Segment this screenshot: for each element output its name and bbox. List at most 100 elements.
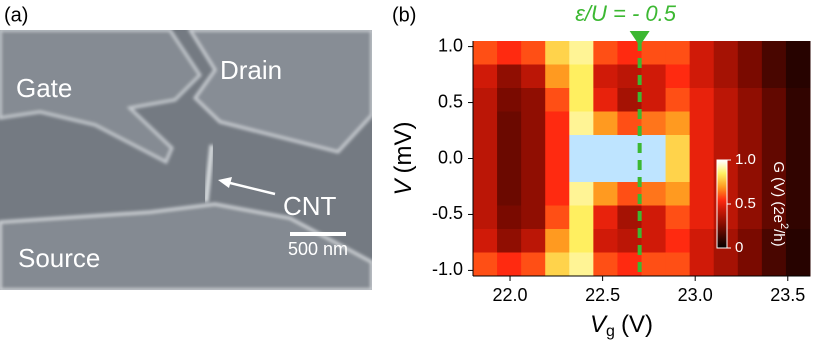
colorbar-step	[717, 236, 727, 239]
heatmap-cell	[521, 111, 546, 136]
heatmap-cell	[593, 158, 618, 183]
heatmap-cell	[737, 205, 763, 230]
heatmap-cell	[521, 64, 546, 89]
heatmap-cell	[569, 158, 594, 183]
heatmap-cell	[473, 111, 498, 136]
label-gate: Gate	[16, 73, 72, 103]
heatmap-cell	[761, 182, 787, 206]
colorbar-step	[717, 244, 727, 247]
colorbar-step	[717, 198, 727, 201]
colorbar-label-text: /h)	[770, 229, 787, 247]
heatmap-cell	[713, 135, 739, 159]
colorbar-step	[717, 210, 727, 213]
heatmap-cell	[497, 252, 522, 277]
heatmap-cell	[569, 182, 594, 206]
heatmap-cell	[569, 205, 594, 230]
colorbar-step	[717, 228, 727, 231]
heatmap-cell	[665, 135, 691, 159]
x-tick-label: 22.5	[585, 285, 620, 305]
heatmap-cell	[545, 182, 570, 206]
heatmap-cell	[665, 88, 691, 112]
colorbar-step	[717, 164, 727, 167]
colorbar-step	[717, 190, 727, 193]
heatmap-cell	[497, 158, 522, 183]
heatmap-cell	[521, 41, 546, 65]
colorbar-tick-label: 1.0	[735, 151, 756, 168]
panel-label: (a)	[4, 4, 28, 26]
x-axis-label: Vg (V)	[590, 311, 653, 340]
heatmap-cell	[497, 41, 522, 65]
sem-image	[0, 30, 372, 290]
heatmap-cell	[641, 205, 667, 230]
colorbar-step	[717, 170, 727, 173]
heatmap-cell	[689, 64, 715, 89]
heatmap-cell	[473, 64, 498, 89]
heatmap-cell	[761, 88, 787, 112]
heatmap-cell	[569, 135, 594, 159]
colorbar-step	[717, 240, 727, 243]
colorbar-step	[717, 214, 727, 217]
heatmap-cell	[761, 229, 787, 253]
colorbar-step	[717, 238, 727, 241]
heatmap-cell	[497, 182, 522, 206]
y-tick-label: -1.0	[432, 259, 463, 279]
heatmap-cell	[473, 205, 498, 230]
heatmap-cell	[593, 182, 618, 206]
colorbar-step	[717, 188, 727, 191]
heatmap-cell	[713, 64, 739, 89]
heatmap-cell	[569, 111, 594, 136]
heatmap-cell	[785, 229, 811, 253]
heatmap-cell	[641, 64, 667, 89]
x-label-unit: (V)	[621, 311, 653, 338]
heatmap-cell	[761, 135, 787, 159]
y-tick-label: 1.0	[438, 35, 463, 55]
heatmap-cell	[785, 41, 811, 65]
heatmap-cell	[545, 88, 570, 112]
label-drain: Drain	[220, 55, 282, 85]
heatmap-cell	[713, 41, 739, 65]
heatmap-cell	[785, 111, 811, 136]
colorbar-step	[717, 222, 727, 225]
heatmap-cell	[641, 111, 667, 136]
heatmap-cell	[665, 182, 691, 206]
heatmap-cell	[545, 158, 570, 183]
heatmap-cell	[521, 252, 546, 277]
heatmap-cell	[521, 182, 546, 206]
heatmap-cell	[569, 229, 594, 253]
heatmap-cell	[737, 111, 763, 136]
scale-label: 500 nm	[288, 239, 348, 259]
heatmap-cell	[569, 252, 594, 277]
arrow-head	[218, 177, 232, 188]
heatmap-cell	[665, 111, 691, 136]
heatmap-cell	[473, 41, 498, 65]
heatmap-cell	[785, 135, 811, 159]
heatmap-cell	[521, 205, 546, 230]
heatmap-cell	[521, 88, 546, 112]
heatmap-cell	[545, 135, 570, 159]
colorbar-step	[717, 232, 727, 235]
colorbar-step	[717, 184, 727, 187]
heatmap-cell	[521, 229, 546, 253]
heatmap-cell	[761, 158, 787, 183]
heatmap-cell	[665, 252, 691, 277]
colorbar-step	[717, 226, 727, 229]
colorbar-label-text: G (V) (2e	[770, 161, 787, 223]
heatmap-cell	[545, 41, 570, 65]
heatmap-cell	[761, 111, 787, 136]
heatmap-cell	[761, 205, 787, 230]
heatmap-cell	[641, 135, 667, 159]
y-tick-label: -0.5	[432, 203, 463, 223]
heatmap-cell	[689, 41, 715, 65]
heatmap-cell	[473, 182, 498, 206]
y-axis-label: V (mV)	[390, 122, 417, 196]
label-source: Source	[18, 243, 100, 273]
heatmap-cell	[545, 205, 570, 230]
heatmap-cell	[521, 135, 546, 159]
heatmap-cell	[521, 158, 546, 183]
heatmap-cell	[497, 88, 522, 112]
colorbar-step	[717, 242, 727, 245]
heatmap-cell	[641, 252, 667, 277]
heatmap-cell	[473, 158, 498, 183]
colorbar-step	[717, 200, 727, 203]
